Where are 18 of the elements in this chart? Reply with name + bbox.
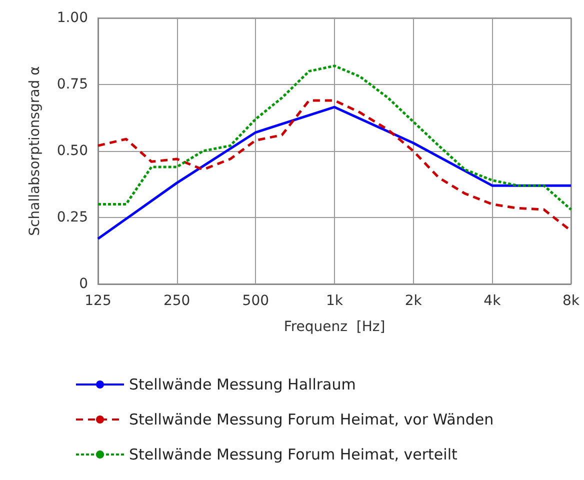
legend-label: Stellwände Messung Forum Heimat, vor Wänden	[129, 410, 494, 428]
y-tick-label: 0.50	[56, 143, 88, 159]
line-series	[96, 64, 572, 211]
x-tick-label: 1k	[326, 293, 344, 309]
y-tick-label: 1.00	[56, 10, 88, 26]
y-axis-title: Schallabsorptionsgrad α	[27, 66, 43, 236]
x-tick-label: 125	[84, 293, 112, 309]
x-axis-title: Frequenz [Hz]	[284, 319, 386, 335]
x-tick-label: 8k	[562, 293, 580, 309]
legend-label: Stellwände Messung Hallraum	[129, 376, 356, 394]
x-tick-label: 250	[163, 293, 190, 309]
y-tick-label: 0.75	[56, 76, 88, 92]
y-tick-label: 0	[79, 276, 88, 292]
legend-label: Stellwände Messung Forum Heimat, verteilt	[129, 446, 458, 464]
y-tick-label: 0.25	[56, 210, 88, 226]
x-tick-label: 2k	[404, 293, 423, 309]
x-tick-label: 500	[242, 293, 270, 309]
x-tick-label: 4k	[484, 293, 502, 309]
